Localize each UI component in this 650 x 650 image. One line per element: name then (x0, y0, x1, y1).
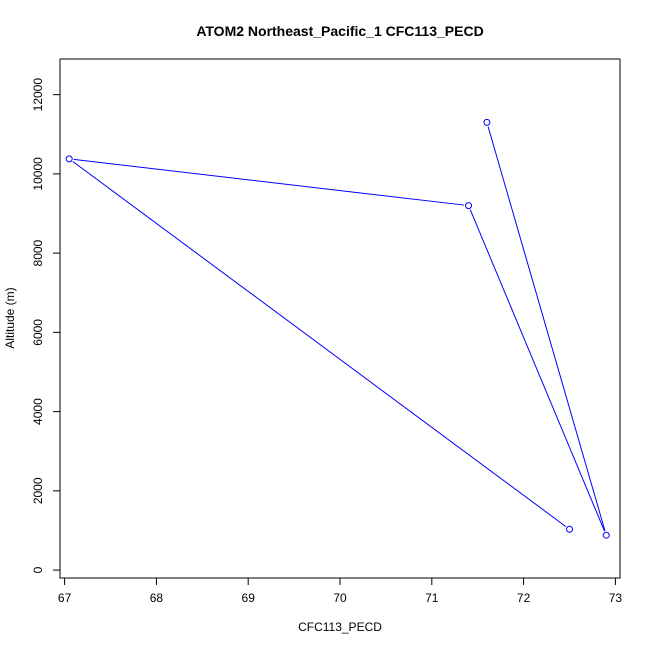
y-tick-label: 4000 (31, 398, 45, 425)
plot-area (65, 118, 610, 539)
x-axis-label: CFC113_PECD (298, 620, 382, 634)
x-tick-label: 69 (242, 591, 256, 605)
y-tick-label: 6000 (31, 319, 45, 346)
y-tick-label: 0 (31, 566, 45, 573)
series-segment (469, 209, 605, 532)
x-tick-label: 71 (425, 591, 439, 605)
y-tick-label: 10000 (31, 157, 45, 191)
x-tick-label: 70 (333, 591, 347, 605)
series-segment (487, 126, 606, 532)
x-tick-label: 73 (609, 591, 623, 605)
series-segment (72, 161, 567, 527)
x-axis: 67 68 69 70 71 72 73 (58, 577, 623, 605)
plot-frame (59, 58, 621, 579)
x-tick-label: 67 (58, 591, 72, 605)
series-segment (73, 158, 465, 206)
data-point (65, 155, 73, 163)
x-tick-label: 72 (517, 591, 531, 605)
data-point (602, 531, 610, 539)
data-point (465, 202, 473, 210)
y-axis-label: Altitude (m) (3, 287, 17, 348)
y-axis: 0 2000 4000 6000 8000 10000 12000 (31, 78, 60, 573)
y-tick-label: 8000 (31, 239, 45, 266)
data-point (483, 118, 491, 126)
y-tick-label: 12000 (31, 78, 45, 112)
data-point (566, 525, 574, 533)
chart-title: ATOM2 Northeast_Pacific_1 CFC113_PECD (196, 23, 483, 39)
x-tick-label: 68 (150, 591, 164, 605)
y-tick-label: 2000 (31, 477, 45, 504)
